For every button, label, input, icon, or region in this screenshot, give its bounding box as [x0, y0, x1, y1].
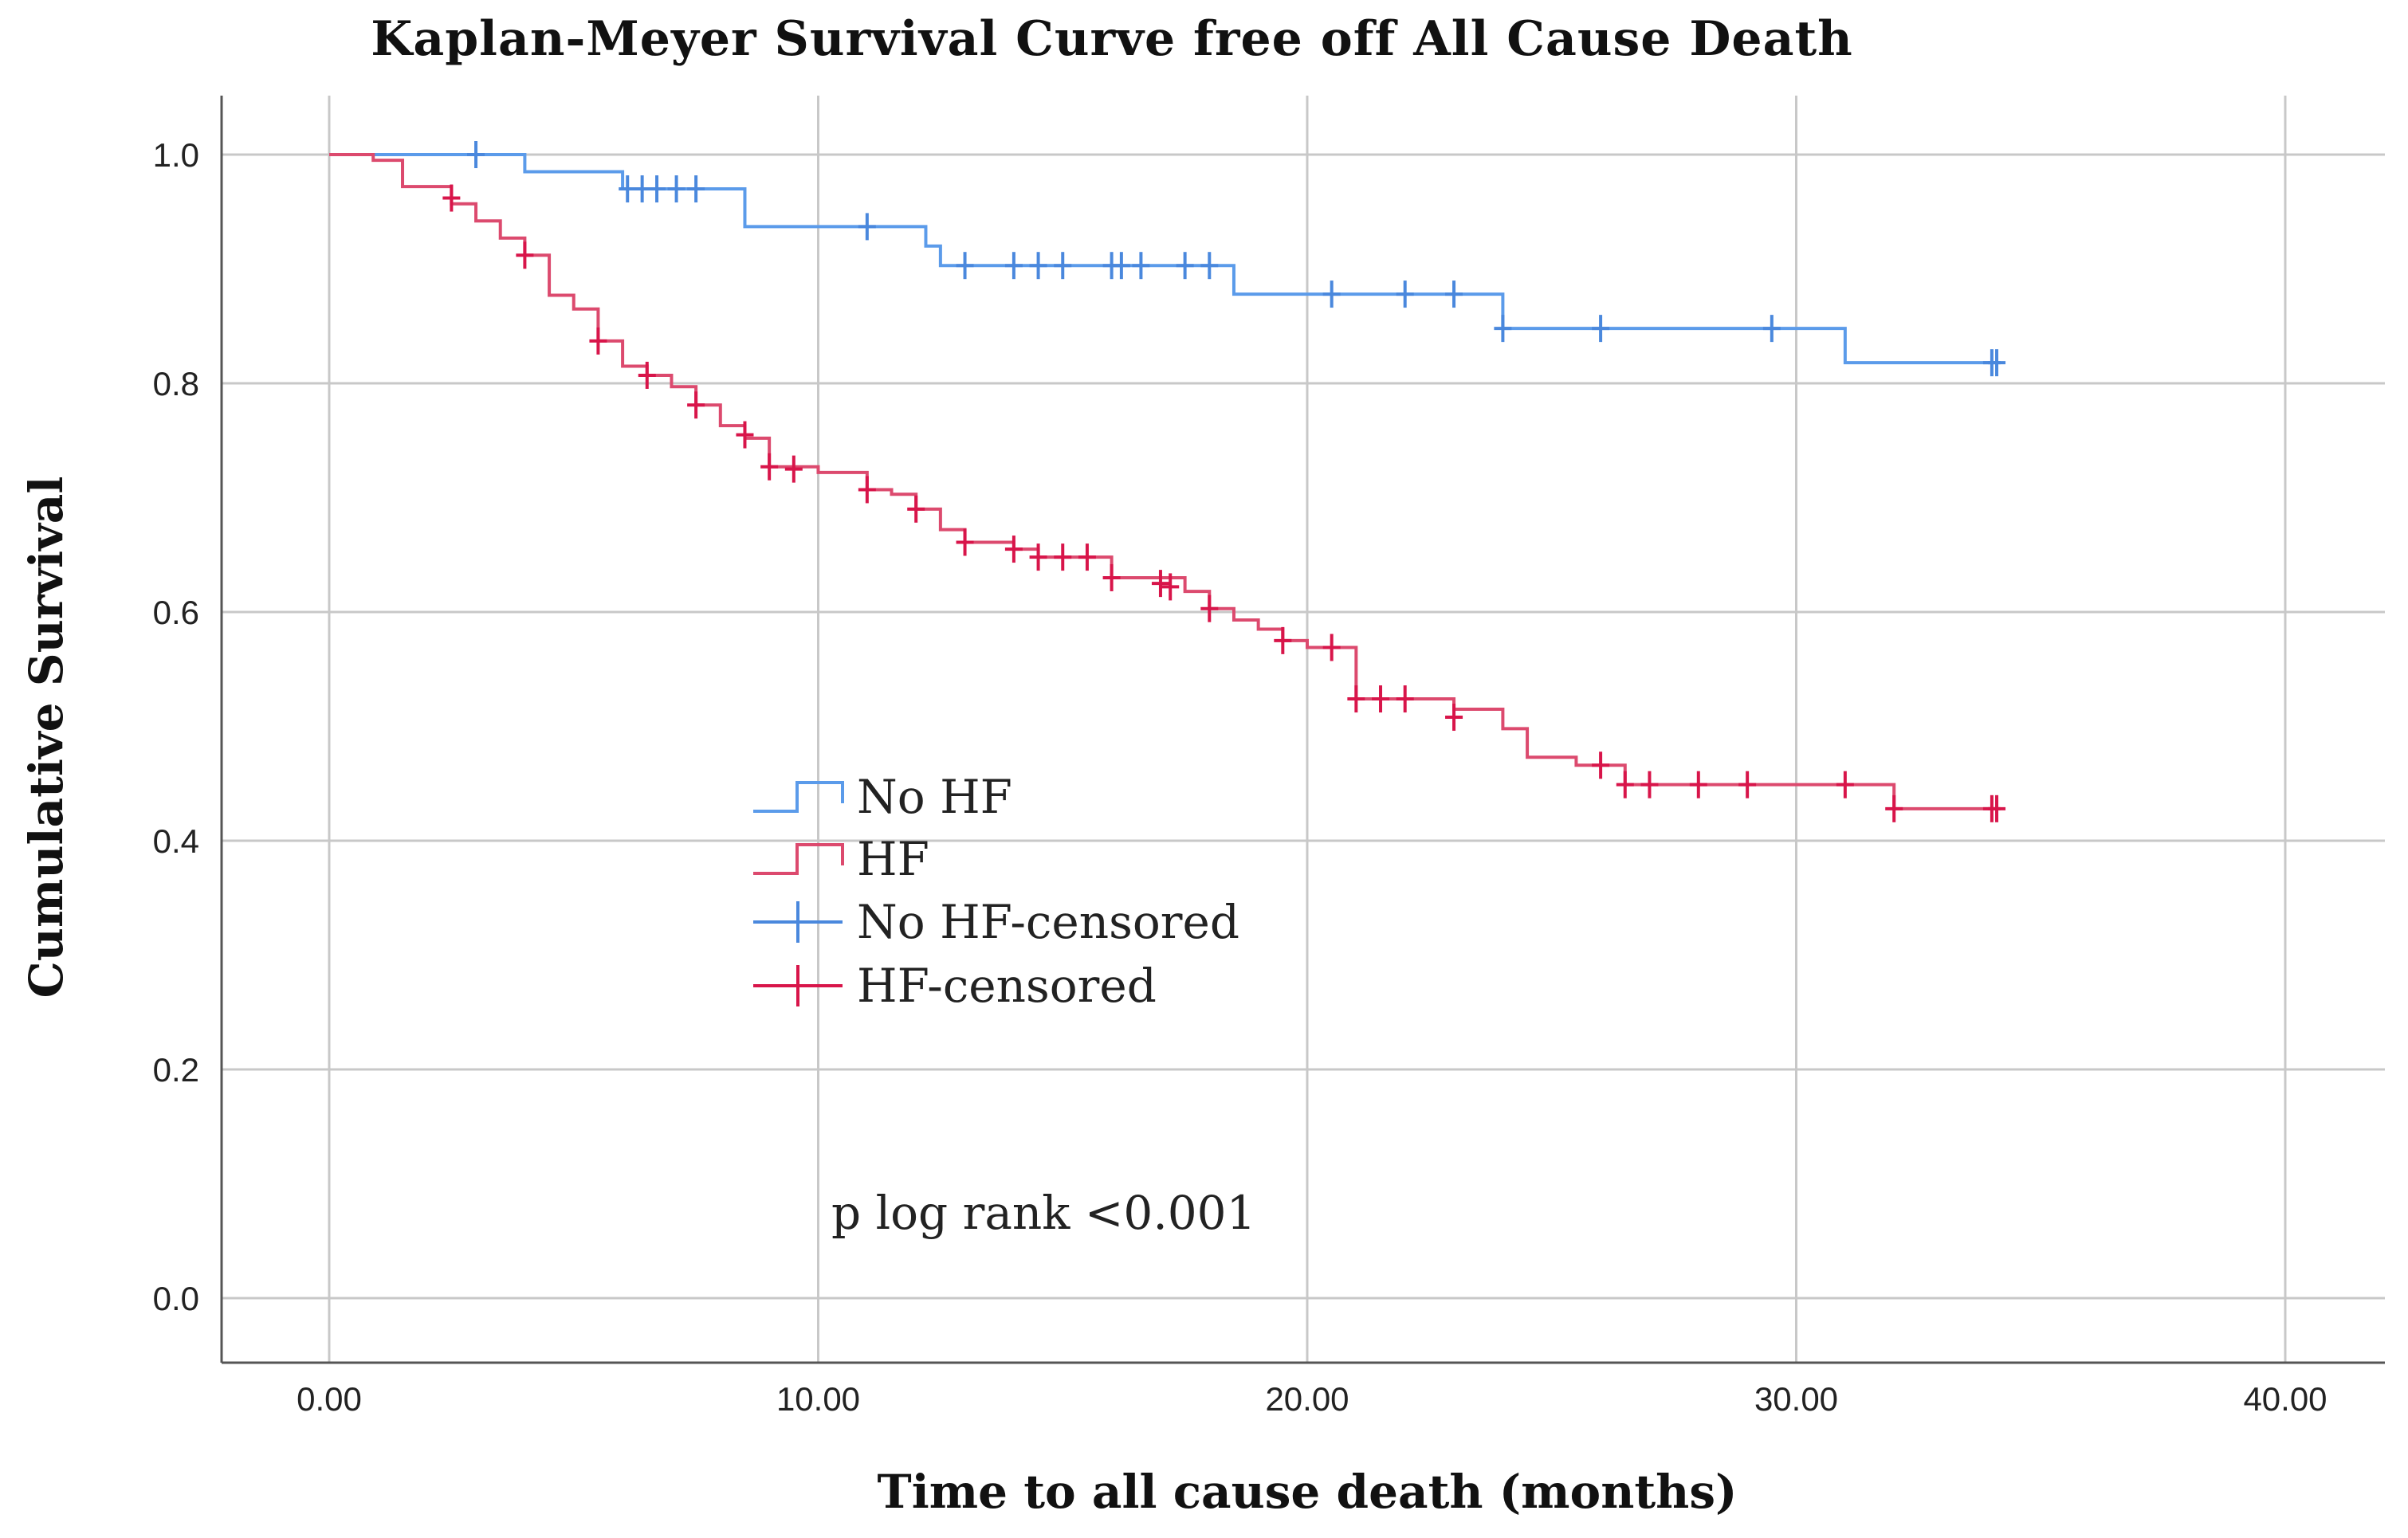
censor-mark	[1054, 252, 1072, 280]
censor-mark	[1322, 281, 1341, 308]
censor-mark	[956, 528, 974, 556]
censor-mark	[1176, 252, 1194, 280]
censor-mark	[1200, 252, 1219, 280]
censor-mark	[760, 453, 779, 481]
censor-mark	[589, 327, 607, 355]
censor-mark	[1004, 536, 1023, 563]
censor-mark	[1372, 685, 1390, 713]
censor-mark	[956, 252, 974, 280]
censor-mark	[1616, 771, 1634, 798]
y-tick-label: 0.6	[153, 594, 199, 631]
censor-mark	[1738, 771, 1757, 798]
censor-mark	[442, 184, 461, 212]
censor-mark	[907, 495, 925, 523]
x-tick-label: 30.00	[1754, 1380, 1838, 1418]
y-tick-label: 0.4	[153, 822, 199, 860]
censor-mark	[858, 476, 876, 504]
censor-mark	[467, 141, 485, 168]
censor-mark	[1274, 626, 1292, 654]
x-tick-label: 10.00	[776, 1380, 860, 1418]
chart-title: Kaplan-Meyer Survival Curve free off All…	[371, 11, 1853, 67]
censor-mark	[784, 455, 803, 483]
censor-mark	[1762, 315, 1781, 343]
censor-mark	[1640, 771, 1659, 798]
y-tick-label: 1.0	[153, 136, 199, 174]
censor-mark	[1112, 252, 1130, 280]
censor-mark	[1494, 315, 1512, 343]
series-hf	[329, 153, 2006, 822]
y-tick-label: 0.0	[153, 1280, 199, 1317]
censor-mark	[1592, 751, 1610, 779]
x-tick-label: 0.00	[297, 1380, 362, 1418]
censor-mark	[516, 241, 534, 269]
censor-mark	[1988, 795, 2006, 822]
censor-mark	[648, 175, 666, 203]
x-tick-label: 20.00	[1265, 1380, 1349, 1418]
legend-item: No HF-censored	[753, 895, 1239, 949]
censor-mark	[1396, 281, 1414, 308]
censor-mark	[1347, 685, 1365, 713]
legend-label: No HF	[857, 770, 1012, 824]
gridlines	[222, 96, 2385, 1363]
censor-mark	[1029, 543, 1047, 571]
censor-mark	[1161, 573, 1180, 601]
censor-mark	[1132, 252, 1150, 280]
legend-label: No HF-censored	[857, 895, 1239, 949]
censor-mark	[1151, 570, 1169, 598]
censor-mark	[1689, 771, 1707, 798]
y-tick-label: 0.2	[153, 1051, 199, 1089]
censor-mark	[1078, 543, 1096, 571]
legend-step-swatch	[753, 843, 844, 875]
legend-item: HF-censored	[753, 959, 1157, 1013]
survival-curve-hf	[329, 153, 1992, 810]
censor-mark	[1102, 563, 1121, 591]
censor-mark	[633, 175, 651, 203]
censor-mark	[687, 175, 705, 203]
censor-mark	[1322, 634, 1341, 661]
legend-label: HF-censored	[857, 959, 1157, 1013]
censor-mark	[1445, 704, 1463, 732]
censor-mark	[638, 361, 656, 389]
censor-mark	[1592, 315, 1610, 343]
x-tick-label: 40.00	[2243, 1380, 2327, 1418]
legend-item: HF	[753, 832, 929, 886]
censor-mark	[736, 421, 754, 449]
legend-item: No HF	[753, 770, 1012, 824]
censor-mark	[1988, 349, 2006, 377]
censor-mark	[619, 175, 637, 203]
legend: No HF HF No HF-censored HF-censored	[753, 770, 1239, 1013]
legend-label: HF	[857, 832, 929, 886]
p-value-annotation: p log rank <0.001	[831, 1186, 1255, 1240]
censor-mark	[687, 391, 705, 419]
censor-mark	[667, 175, 685, 203]
censor-mark	[1396, 685, 1414, 713]
series-no_hf	[329, 141, 2006, 377]
censor-mark	[858, 213, 876, 241]
censor-mark	[1885, 795, 1903, 822]
censor-mark	[1004, 252, 1023, 280]
legend-step-swatch	[753, 781, 844, 813]
survival-curve-no_hf	[329, 153, 1992, 365]
censor-mark	[1200, 594, 1219, 622]
y-tick-label: 0.8	[153, 365, 199, 402]
censor-mark	[1445, 281, 1463, 308]
censor-mark	[1836, 771, 1854, 798]
censor-mark	[1054, 543, 1072, 571]
x-axis-label: Time to all cause death (months)	[877, 1465, 1738, 1519]
censor-mark	[1029, 252, 1047, 280]
